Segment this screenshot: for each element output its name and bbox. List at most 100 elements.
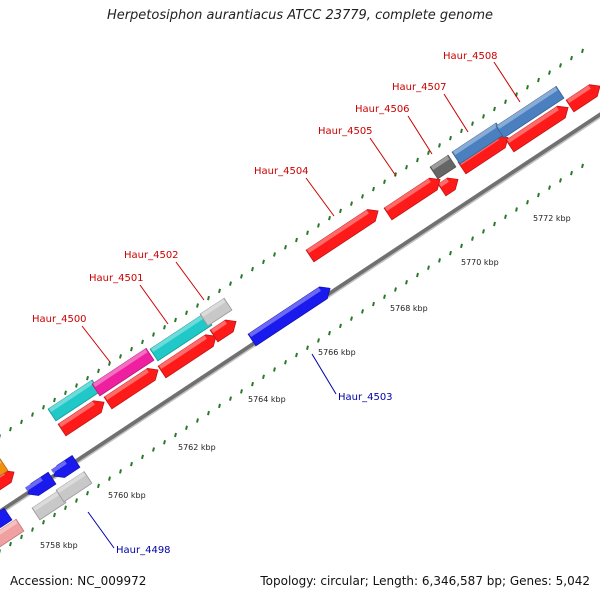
gene-label[interactable]: Haur_4505 [318, 126, 373, 137]
gene-haur-4501[interactable] [91, 347, 155, 397]
lower-tick [537, 192, 540, 198]
gene-haur-4503[interactable] [247, 283, 334, 347]
lower-tick [372, 301, 375, 307]
lower-tick [548, 185, 551, 190]
lower-tick [570, 170, 573, 176]
kbp-labels: 5758 kbp 5760 kbp 5762 kbp 5764 kbp 5766 kbp… [40, 214, 571, 550]
upper-tick [251, 266, 254, 272]
lower-tick [207, 410, 210, 416]
gene-haur-4505[interactable] [383, 174, 444, 221]
gene-label[interactable]: Haur_4507 [392, 82, 447, 93]
upper-tick [526, 84, 529, 90]
lower-tick [141, 454, 144, 460]
gene-upper-right[interactable] [565, 80, 600, 113]
lower-tick [152, 447, 155, 452]
lower-tick [262, 374, 265, 380]
lower-tick [42, 520, 45, 525]
kbp-label: 5762 kbp [178, 443, 216, 452]
lower-tick [163, 440, 166, 445]
gene-gray-2[interactable] [55, 471, 93, 503]
lower-tick [53, 512, 56, 518]
lower-tick [526, 199, 529, 205]
gene-small-red[interactable] [209, 316, 240, 343]
kbp-label: 5768 kbp [390, 304, 428, 313]
gene-features[interactable] [0, 80, 600, 552]
gene-haur-4500-lower[interactable] [57, 396, 108, 437]
gene-orange-left[interactable] [0, 458, 9, 481]
gene-haur-4502b[interactable] [199, 297, 233, 327]
gene-haur-4506[interactable] [429, 154, 457, 180]
upper-tick [537, 77, 540, 83]
gene-label[interactable]: Haur_4500 [32, 314, 87, 325]
gene-haur-4504[interactable] [305, 205, 382, 263]
gene-haur-4498[interactable] [24, 471, 57, 500]
gene-label[interactable]: Haur_4508 [443, 51, 498, 62]
upper-tick [328, 215, 331, 221]
lower-tick [339, 323, 342, 329]
lower-tick [218, 403, 221, 409]
lower-tick [438, 258, 441, 263]
lower-tick [31, 527, 34, 532]
lower-tick [284, 360, 287, 365]
upper-tick [42, 405, 45, 410]
leader-line [81, 325, 111, 363]
kbp-label: 5758 kbp [40, 541, 78, 550]
gene-label[interactable]: Haur_4498 [116, 545, 171, 556]
upper-tick [438, 143, 441, 148]
upper-tick [460, 128, 463, 134]
lower-tick [350, 316, 353, 321]
gene-blue-2[interactable] [50, 455, 81, 482]
upper-tick [108, 361, 111, 366]
gene-haur-4508[interactable] [495, 85, 565, 139]
gene-gray-1[interactable] [31, 490, 67, 521]
upper-tick [559, 63, 562, 68]
gene-label[interactable]: Haur_4502 [124, 250, 179, 261]
gene-haur-4502[interactable] [149, 312, 213, 362]
upper-tick [130, 346, 133, 352]
gene-label[interactable]: Haur_4506 [355, 104, 410, 115]
kbp-label: 5766 kbp [318, 348, 356, 357]
lower-tick [416, 272, 419, 278]
lower-tick [449, 250, 452, 256]
upper-tick [361, 194, 364, 199]
upper-tick [339, 208, 342, 214]
leader-line [139, 284, 169, 325]
lower-tick [86, 490, 89, 496]
gene-haur-4508-lower[interactable] [505, 102, 572, 153]
lower-tick [20, 534, 23, 540]
gene-haur-4506-lower[interactable] [437, 174, 462, 197]
gene-label[interactable]: Haur_4504 [254, 166, 309, 177]
upper-tick [493, 106, 496, 112]
gene-label[interactable]: Haur_4503 [338, 392, 393, 403]
upper-tick [20, 419, 23, 425]
lower-tick [559, 178, 562, 183]
map-title: Herpetosiphon aurantiacus ATCC 23779, co… [106, 8, 494, 23]
lower-tick [482, 229, 485, 234]
gene-pink-left[interactable] [0, 518, 25, 552]
upper-tick [229, 281, 232, 286]
leader-line [175, 261, 205, 301]
gene-labels[interactable]: Haur_4498 Haur_4500 Haur_4501 Haur_4502 Haur… [32, 51, 498, 556]
leader-line [407, 115, 433, 155]
gene-blue-left[interactable] [0, 507, 13, 532]
upper-tick [383, 179, 386, 185]
upper-tick [240, 274, 243, 279]
lower-tick [383, 294, 386, 300]
lower-tick [405, 279, 408, 285]
upper-tick [119, 354, 122, 359]
upper-tick [218, 288, 221, 294]
upper-tick [471, 121, 474, 126]
upper-tick [207, 295, 210, 301]
gene-haur-4501-lower[interactable] [103, 364, 162, 410]
lower-tick [273, 367, 276, 372]
leader-line [305, 177, 335, 217]
gene-label[interactable]: Haur_4501 [89, 273, 144, 284]
leader-line [369, 137, 397, 177]
lower-tick [9, 541, 12, 547]
upper-tick [9, 426, 12, 432]
lower-tick [196, 418, 199, 423]
upper-tick [405, 164, 408, 170]
upper-tick [53, 397, 56, 403]
gene-haur-4502-lower[interactable] [157, 330, 220, 379]
